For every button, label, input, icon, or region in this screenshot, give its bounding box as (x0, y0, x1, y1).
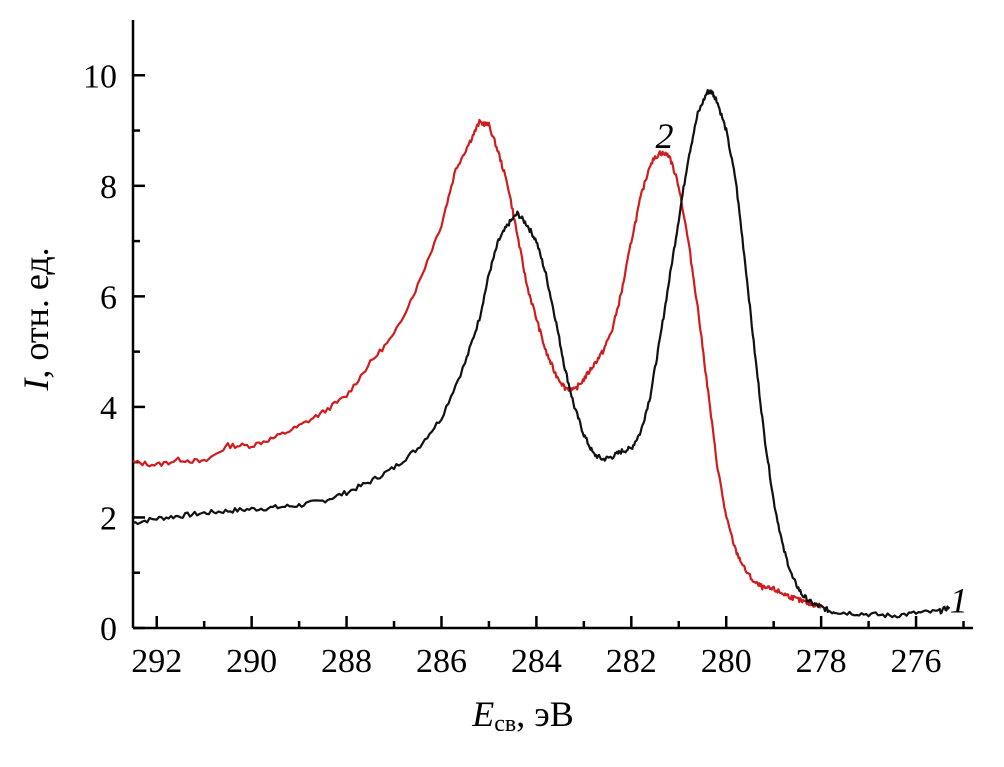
y-tick-label: 10 (83, 58, 117, 95)
x-ticks: 292 290 288 286 284 282 280 278 276 (131, 616, 965, 680)
y-axis-title-main: I (16, 377, 56, 392)
x-tick-label: 284 (511, 643, 562, 680)
x-tick-label: 286 (416, 643, 467, 680)
y-axis-title-rest: , отн. ед. (16, 247, 56, 378)
x-axis-title-sub: св (494, 711, 516, 737)
x-tick-label: 290 (226, 643, 277, 680)
x-tick-label: 288 (321, 643, 372, 680)
y-axis-title: I, отн. ед. (16, 247, 56, 391)
x-tick-label: 292 (131, 643, 182, 680)
curve-label-1: 1 (950, 580, 968, 620)
x-axis-title-main: E (471, 694, 494, 734)
axes (131, 20, 973, 630)
x-tick-label: 278 (796, 643, 847, 680)
x-tick-label: 282 (606, 643, 657, 680)
y-tick-label: 4 (100, 390, 117, 427)
x-axis-title-unit: , эВ (516, 694, 573, 734)
x-tick-label: 280 (701, 643, 752, 680)
series-line-2 (132, 118, 823, 609)
series-layer (132, 88, 951, 619)
y-ticks: 0 2 4 6 8 10 (83, 58, 145, 648)
y-tick-label: 0 (100, 611, 117, 648)
y-tick-label: 2 (100, 500, 117, 537)
y-tick-label: 8 (100, 169, 117, 206)
x-axis-title: Eсв, эВ (471, 694, 573, 737)
y-tick-label: 6 (100, 279, 117, 316)
curve-label-2: 2 (656, 116, 674, 156)
x-tick-label: 276 (891, 643, 942, 680)
series-line-1 (132, 88, 951, 619)
curve-labels: 12 (656, 116, 968, 620)
